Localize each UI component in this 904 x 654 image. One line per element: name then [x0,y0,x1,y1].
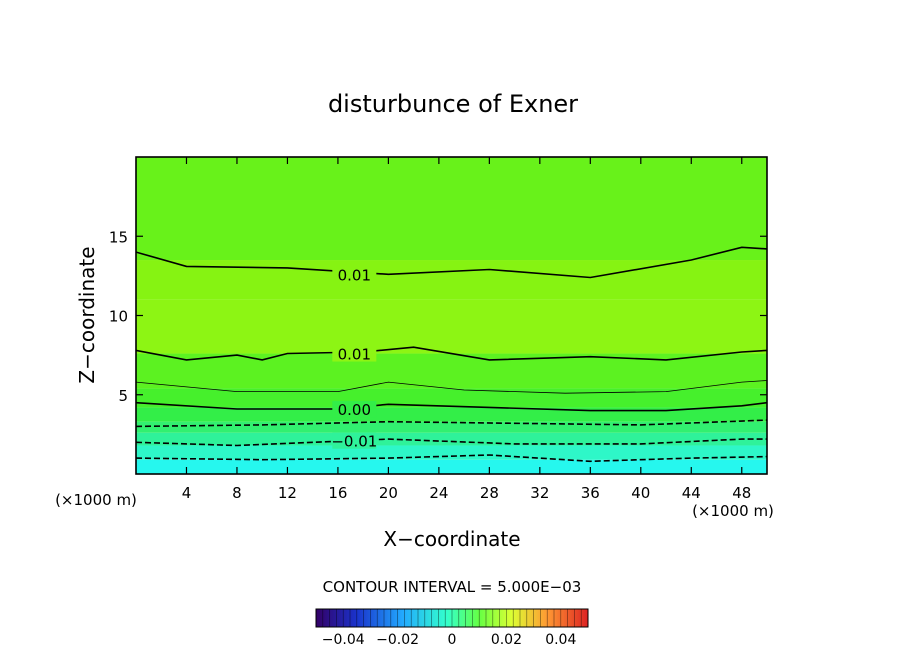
color-band [136,459,767,474]
x-tick-label: 40 [631,484,650,502]
contour-label-bg [332,345,377,362]
colorbar: −0.04 −0.02 0 0.02 0.04 [315,608,589,648]
y-tick-label: 5 [118,387,128,405]
color-band [136,299,767,354]
x-unit-right: (×1000 m) [692,502,774,520]
y-tick-label: 10 [109,308,128,326]
contour-label-bg [332,432,377,449]
y-axis-ticks: 5 10 15 [109,228,767,405]
x-tick-label: 16 [328,484,347,502]
contour-label: 0.01 [338,266,371,284]
contour-line [136,454,767,463]
x-axis-ticks: 4 8 12 16 20 24 28 32 36 40 44 48 [182,157,751,502]
colorbar-tick-label: 0.04 [545,632,576,648]
color-band [136,157,767,261]
colorbar-tick-label: −0.04 [322,632,365,648]
color-band [136,432,767,446]
contour-label: 0.00 [338,401,371,419]
x-tick-label: 36 [581,484,600,502]
color-band [136,445,767,460]
contour-label: 0.01 [338,346,371,364]
x-tick-label: 8 [232,484,242,502]
contour-label: −0.01 [331,433,377,451]
x-tick-label: 4 [182,484,192,502]
colorbar-tick-label: 0.02 [491,632,522,648]
contour-line [136,438,767,447]
x-tick-label: 20 [379,484,398,502]
contour-labels-layer: 0.01 0.01 0.00 −0.01 [331,266,377,451]
color-fill-layer [136,157,767,474]
x-unit-left: (×1000 m) [55,491,137,509]
y-axis-label: Z−coordinate [75,246,99,383]
contour-lines-layer [136,246,767,463]
chart-title: disturbunce of Exner [328,90,578,118]
colorbar-tick-label: 0 [448,632,457,648]
x-tick-label: 24 [429,484,448,502]
color-band [136,388,767,408]
x-tick-label: 44 [682,484,701,502]
x-tick-label: 48 [732,484,751,502]
x-tick-label: 32 [530,484,549,502]
colorbar-segments [322,609,582,627]
colorbar-tick-label: −0.02 [376,632,419,648]
colorbar-tick-labels: −0.04 −0.02 0 0.02 0.04 [322,632,577,648]
contour-line [136,401,767,412]
contour-line [136,380,767,394]
contour-label-bg [332,266,377,283]
x-tick-label: 28 [480,484,499,502]
color-band [136,421,767,433]
contour-line [136,246,767,279]
y-tick-label: 15 [109,228,128,246]
x-axis-label: X−coordinate [383,527,520,551]
color-band [136,260,767,300]
contour-interval-text: CONTOUR INTERVAL = 5.000E−03 [323,578,582,596]
x-tick-label: 12 [278,484,297,502]
contour-line [136,419,767,428]
contour-label-bg [332,401,377,418]
contour-line [136,346,767,361]
